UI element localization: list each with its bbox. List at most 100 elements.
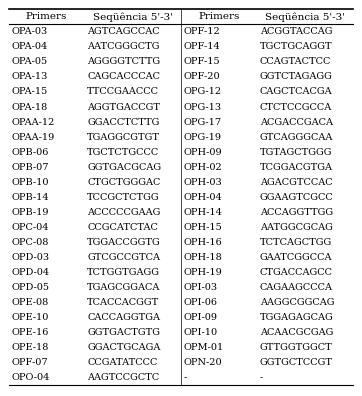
Text: CCGATATCCC: CCGATATCCC	[87, 358, 158, 367]
Text: CTGCTGGGAC: CTGCTGGGAC	[87, 178, 161, 187]
Text: TGTAGCTGGG: TGTAGCTGGG	[260, 148, 332, 157]
Text: OPA-18: OPA-18	[12, 103, 48, 112]
Text: GGTGACGCAG: GGTGACGCAG	[87, 163, 161, 172]
Text: GTTGGTGGCT: GTTGGTGGCT	[260, 343, 332, 352]
Text: TCCGCTCTGG: TCCGCTCTGG	[87, 193, 160, 202]
Text: OPA-03: OPA-03	[12, 27, 48, 36]
Text: CAGCACCCAC: CAGCACCCAC	[87, 72, 160, 82]
Text: TGAGGCGTGT: TGAGGCGTGT	[87, 133, 160, 142]
Text: ACGACCGACA: ACGACCGACA	[260, 118, 333, 127]
Text: CAGCTCACGA: CAGCTCACGA	[260, 88, 332, 97]
Text: ACGGTACCAG: ACGGTACCAG	[260, 27, 332, 36]
Text: OPF-14: OPF-14	[184, 42, 220, 51]
Text: OPE-08: OPE-08	[12, 298, 49, 307]
Text: Seqüência 5'-3': Seqüência 5'-3'	[93, 12, 173, 21]
Text: CACCAGGTGA: CACCAGGTGA	[87, 313, 160, 322]
Text: OPA-15: OPA-15	[12, 88, 48, 97]
Text: OPG-12: OPG-12	[184, 88, 222, 97]
Text: OPA-13: OPA-13	[12, 72, 48, 82]
Text: OPH-04: OPH-04	[184, 193, 223, 202]
Text: TGGAGAGCAG: TGGAGAGCAG	[260, 313, 333, 322]
Text: OPG-13: OPG-13	[184, 103, 222, 112]
Text: GGACCTCTTG: GGACCTCTTG	[87, 118, 160, 127]
Text: OPA-04: OPA-04	[12, 42, 48, 51]
Text: TGCTCTGCCC: TGCTCTGCCC	[87, 148, 160, 157]
Text: OPH-02: OPH-02	[184, 163, 223, 172]
Text: TGCTGCAGGT: TGCTGCAGGT	[260, 42, 332, 51]
Text: AGGTGACCGT: AGGTGACCGT	[87, 103, 160, 112]
Text: AATCGGGCTG: AATCGGGCTG	[87, 42, 160, 51]
Text: Seqüência 5'-3': Seqüência 5'-3'	[265, 12, 345, 21]
Text: AGTCAGCCAC: AGTCAGCCAC	[87, 27, 160, 36]
Text: OPB-19: OPB-19	[12, 208, 49, 217]
Text: OPF-20: OPF-20	[184, 72, 220, 82]
Text: GTCGCCGTCA: GTCGCCGTCA	[87, 253, 160, 262]
Text: CTCTCCGCCA: CTCTCCGCCA	[260, 103, 332, 112]
Text: CAGAAGCCCA: CAGAAGCCCA	[260, 283, 333, 292]
Text: OPB-10: OPB-10	[12, 178, 49, 187]
Text: OPD-03: OPD-03	[12, 253, 50, 262]
Text: -: -	[184, 373, 187, 382]
Text: OPC-08: OPC-08	[12, 238, 49, 247]
Text: GGACTGCAGA: GGACTGCAGA	[87, 343, 161, 352]
Text: OPI-09: OPI-09	[184, 313, 218, 322]
Text: TCACCACGGT: TCACCACGGT	[87, 298, 160, 307]
Text: GTCAGGGCAA: GTCAGGGCAA	[260, 133, 333, 142]
Text: OPD-05: OPD-05	[12, 283, 50, 292]
Text: OPI-10: OPI-10	[184, 328, 218, 337]
Text: OPF-07: OPF-07	[12, 358, 48, 367]
Text: GAATCGGCCA: GAATCGGCCA	[260, 253, 332, 262]
Text: OPA-05: OPA-05	[12, 57, 47, 67]
Text: GGTCTAGAGG: GGTCTAGAGG	[260, 72, 333, 82]
Text: TCGGACGTGA: TCGGACGTGA	[260, 163, 333, 172]
Text: OPG-17: OPG-17	[184, 118, 222, 127]
Text: GGTGCTCCGT: GGTGCTCCGT	[260, 358, 333, 367]
Text: OPE-10: OPE-10	[12, 313, 49, 322]
Text: ACCAGGTTGG: ACCAGGTTGG	[260, 208, 333, 217]
Text: OPH-16: OPH-16	[184, 238, 223, 247]
Text: OPI-03: OPI-03	[184, 283, 218, 292]
Text: Primers: Primers	[198, 12, 240, 21]
Text: TTCCGAACCC: TTCCGAACCC	[87, 88, 159, 97]
Text: OPH-09: OPH-09	[184, 148, 223, 157]
Text: OPF-12: OPF-12	[184, 27, 220, 36]
Text: OPH-14: OPH-14	[184, 208, 223, 217]
Text: OPN-20: OPN-20	[184, 358, 223, 367]
Text: TCTCAGCTGG: TCTCAGCTGG	[260, 238, 332, 247]
Text: TGAGCGGACA: TGAGCGGACA	[87, 283, 161, 292]
Text: TGGACCGGTG: TGGACCGGTG	[87, 238, 161, 247]
Text: AAGTCCGCTC: AAGTCCGCTC	[87, 373, 160, 382]
Text: OPG-19: OPG-19	[184, 133, 222, 142]
Text: OPB-14: OPB-14	[12, 193, 49, 202]
Text: -: -	[260, 373, 263, 382]
Text: OPH-19: OPH-19	[184, 268, 223, 277]
Text: GGTGACTGTG: GGTGACTGTG	[87, 328, 160, 337]
Text: OPE-16: OPE-16	[12, 328, 49, 337]
Text: AATGGCGCAG: AATGGCGCAG	[260, 223, 333, 232]
Text: TCTGGTGAGG: TCTGGTGAGG	[87, 268, 160, 277]
Text: OPI-06: OPI-06	[184, 298, 218, 307]
Text: OPC-04: OPC-04	[12, 223, 49, 232]
Text: ACCCCCGAAG: ACCCCCGAAG	[87, 208, 161, 217]
Text: OPAA-12: OPAA-12	[12, 118, 55, 127]
Text: OPO-04: OPO-04	[12, 373, 50, 382]
Text: AAGGCGGCAG: AAGGCGGCAG	[260, 298, 334, 307]
Text: CCAGTACTCC: CCAGTACTCC	[260, 57, 331, 67]
Text: OPAA-19: OPAA-19	[12, 133, 55, 142]
Text: CTGACCAGCC: CTGACCAGCC	[260, 268, 333, 277]
Text: OPH-15: OPH-15	[184, 223, 223, 232]
Text: OPH-03: OPH-03	[184, 178, 223, 187]
Text: OPB-07: OPB-07	[12, 163, 49, 172]
Text: OPH-18: OPH-18	[184, 253, 223, 262]
Text: CCGCATCTAC: CCGCATCTAC	[87, 223, 158, 232]
Text: GGAAGTCGCC: GGAAGTCGCC	[260, 193, 333, 202]
Text: OPE-18: OPE-18	[12, 343, 49, 352]
Text: OPD-04: OPD-04	[12, 268, 50, 277]
Text: ACAACGCGAG: ACAACGCGAG	[260, 328, 333, 337]
Text: OPB-06: OPB-06	[12, 148, 49, 157]
Text: OPF-15: OPF-15	[184, 57, 220, 67]
Text: Primers: Primers	[26, 12, 67, 21]
Text: AGGGGTCTTG: AGGGGTCTTG	[87, 57, 160, 67]
Text: OPM-01: OPM-01	[184, 343, 224, 352]
Text: AGACGTCCAC: AGACGTCCAC	[260, 178, 332, 187]
